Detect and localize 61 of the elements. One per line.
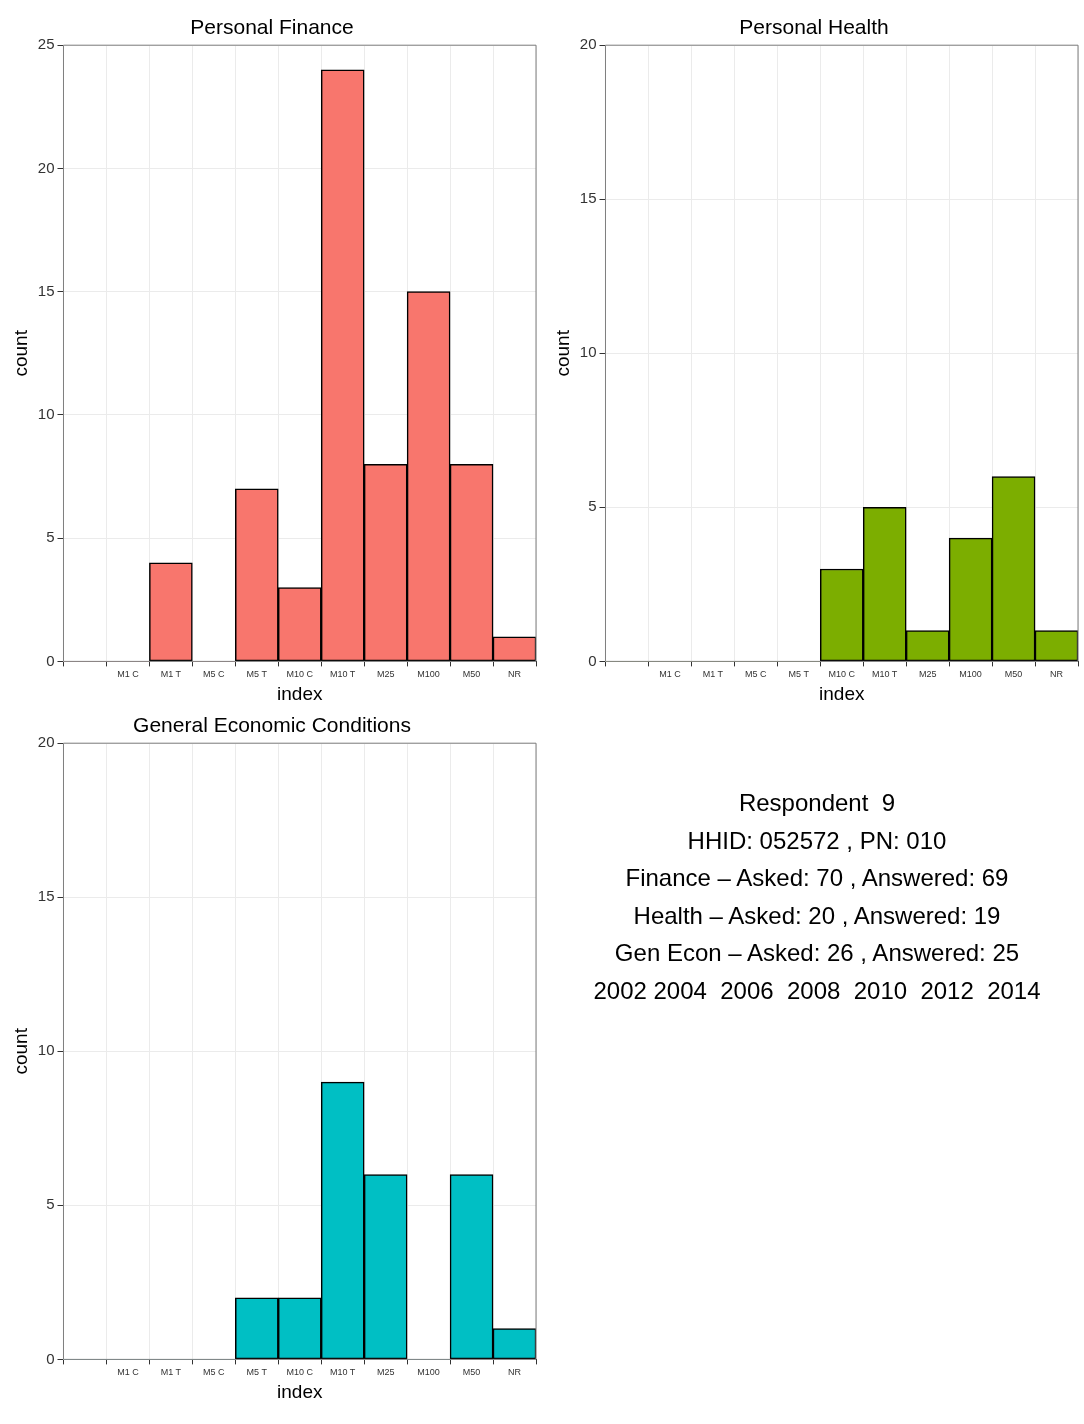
x-tick-label: M50 [462, 669, 481, 680]
x-tick-label: NR [508, 669, 522, 680]
y-tick-label: 10 [37, 1041, 55, 1059]
x-tick-label: M50 [462, 1367, 481, 1378]
text: Health – Asked: 20 , Answered: 19 [633, 900, 1001, 931]
y-tick-label: 20 [37, 158, 55, 176]
x-tick-label: M1 C [117, 669, 140, 680]
text: Finance – Asked: 70 , Answered: 69 [625, 863, 1009, 894]
x-tick-label: M25 [918, 669, 937, 680]
y-tick-label: 5 [588, 497, 597, 515]
text: HHID: 052572 , PN: 010 [687, 825, 947, 856]
y-tick-label: 5 [46, 528, 55, 546]
x-tick-label: M5 T [788, 669, 810, 680]
y-tick-label: 15 [37, 281, 55, 299]
x-tick-label: M10 T [872, 669, 898, 680]
x-axis-title: index [277, 682, 323, 704]
text: Gen Econ – Asked: 26 , Answered: 25 [614, 938, 1020, 969]
x-tick-label: M50 [1004, 669, 1023, 680]
y-tick-label: 15 [579, 189, 597, 207]
y-axis-title: count [9, 1027, 31, 1075]
x-tick-label: M10 C [286, 669, 314, 680]
y-tick-label: 0 [46, 1349, 55, 1367]
x-tick-label: M5 T [246, 1367, 268, 1378]
y-axis-title: count [9, 329, 31, 377]
x-tick-label: M1 T [702, 669, 724, 680]
y-tick-label: 25 [37, 35, 55, 53]
x-tick-label: M10 T [330, 669, 356, 680]
chart-title: General Economic Conditions [133, 713, 411, 737]
x-tick-label: M10 T [330, 1367, 356, 1378]
y-tick-label: 10 [37, 405, 55, 423]
chart-title: Personal Finance [190, 15, 354, 39]
x-tick-label: M100 [417, 669, 440, 680]
x-tick-label: M25 [376, 669, 395, 680]
x-tick-label: M100 [417, 1367, 440, 1378]
x-tick-label: M100 [959, 669, 982, 680]
y-tick-label: 20 [37, 733, 55, 751]
x-tick-label: M5 C [745, 669, 768, 680]
x-tick-label: M10 C [286, 1367, 314, 1378]
y-axis-title: count [551, 329, 573, 377]
y-tick-label: 20 [579, 35, 597, 53]
x-tick-label: M1 T [160, 1367, 182, 1378]
chart-title: Personal Health [739, 15, 889, 39]
x-tick-label: M5 T [246, 669, 268, 680]
y-tick-label: 5 [46, 1195, 55, 1213]
x-axis-title: index [819, 682, 865, 704]
x-tick-label: M25 [376, 1367, 395, 1378]
y-tick-label: 0 [588, 651, 597, 669]
x-tick-label: M1 C [659, 669, 682, 680]
x-tick-label: NR [1050, 669, 1064, 680]
x-tick-label: M5 C [203, 669, 226, 680]
x-tick-label: NR [508, 1367, 522, 1378]
x-tick-label: M1 C [117, 1367, 140, 1378]
y-tick-label: 15 [37, 887, 55, 905]
y-tick-label: 0 [46, 651, 55, 669]
x-tick-label: M10 C [828, 669, 856, 680]
x-axis-title: index [277, 1380, 323, 1402]
x-tick-label: M1 T [160, 669, 182, 680]
y-tick-label: 10 [579, 343, 597, 361]
text: Respondent 9 [738, 788, 896, 818]
x-tick-label: M5 C [203, 1367, 226, 1378]
text: 2002 2004 2006 2008 2010 2012 2014 [593, 975, 1041, 1006]
